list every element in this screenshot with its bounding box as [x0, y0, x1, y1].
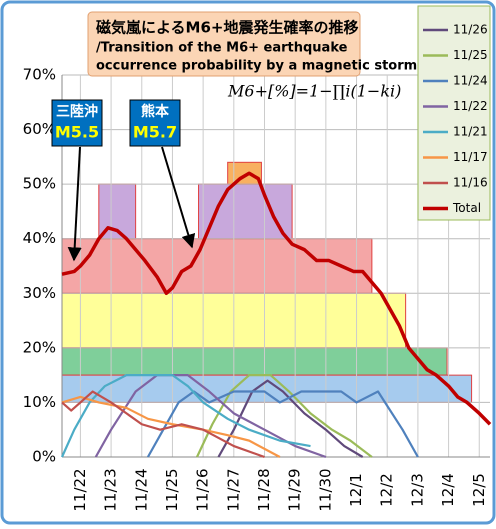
- series-line: [61, 395, 281, 458]
- title-box: 磁気嵐によるM6+地震発生確率の推移 /Transition of the M6…: [87, 11, 422, 77]
- x-tick-label: 11/23: [102, 468, 120, 511]
- legend-label: 11/22: [453, 99, 488, 113]
- legend-label: 11/21: [453, 125, 488, 139]
- annotation: 熊本 M5.7: [129, 99, 196, 249]
- y-tick-label: 10%: [23, 393, 56, 411]
- probability-band: [61, 374, 473, 403]
- probability-band: [61, 347, 448, 376]
- y-tick-label: 0%: [32, 448, 56, 466]
- x-tick-label: 11/26: [194, 468, 212, 511]
- probability-band: [227, 161, 262, 185]
- x-tick-label: 12/4: [439, 473, 457, 507]
- probability-band: [198, 183, 293, 240]
- legend-label: 11/17: [453, 150, 488, 164]
- x-tick-label: 11/28: [255, 468, 273, 511]
- x-tick-label: 11/30: [316, 468, 334, 511]
- y-tick-label: 70%: [23, 66, 56, 84]
- annotation-arrow: [67, 146, 82, 262]
- x-tick-label: 11/22: [71, 468, 89, 511]
- series-line: [60, 374, 311, 458]
- annotation-box: [51, 99, 103, 147]
- x-tick-label: 12/1: [347, 473, 365, 507]
- annotation-magnitude: M5.7: [133, 123, 177, 142]
- legend: 11/26 11/25 11/24 11/22 11/21 11/17 11/16 Total: [417, 5, 491, 221]
- legend-label: 11/25: [453, 48, 488, 62]
- x-tick-label: 11/25: [163, 468, 181, 511]
- annotation-arrow: [161, 146, 196, 249]
- series-line: [196, 374, 373, 458]
- legend-label: 11/16: [453, 176, 488, 190]
- y-tick-label: 20%: [23, 338, 56, 356]
- annotation-place: 熊本: [141, 103, 170, 120]
- x-tick-label: 11/29: [286, 468, 304, 511]
- annotation-place: 三陸沖: [56, 103, 98, 120]
- legend-label: Total: [452, 201, 481, 215]
- y-tick-label: 60%: [23, 120, 56, 138]
- x-tick-label: 11/27: [224, 468, 242, 511]
- annotation-box: [129, 99, 181, 147]
- series-line: [146, 390, 419, 458]
- title-background: [87, 11, 361, 77]
- x-tick-label: 12/5: [470, 473, 488, 507]
- annotation-magnitude: M5.5: [55, 123, 99, 142]
- x-tick-label: 12/3: [408, 473, 426, 507]
- chart-subtitle: occurrence probability by a magnetic sto…: [96, 59, 422, 74]
- x-tick-label: 11/24: [132, 468, 150, 511]
- y-tick-label: 30%: [23, 284, 56, 302]
- legend-label: 11/26: [453, 23, 488, 37]
- annotation: 三陸沖 M5.5: [51, 99, 103, 262]
- series-line: [61, 390, 265, 459]
- series-line: [61, 171, 492, 426]
- probability-band: [61, 238, 373, 294]
- formula: M6+[%]=1−∏i(1−ki): [227, 82, 401, 101]
- y-tick-label: 50%: [23, 175, 56, 193]
- y-tick-label: 40%: [23, 229, 56, 247]
- chart-title: 磁気嵐によるM6+地震発生確率の推移: [96, 19, 358, 37]
- x-tick-label: 12/2: [378, 473, 396, 507]
- legend-label: 11/24: [453, 74, 488, 88]
- chart-subtitle: /Transition of the M6+ earthquake: [96, 41, 348, 56]
- legend-box: [417, 5, 491, 221]
